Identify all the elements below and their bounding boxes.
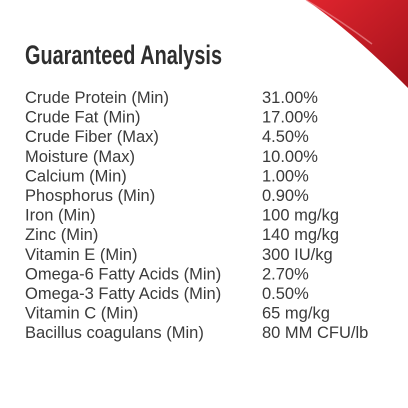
nutrient-value: 4.50% — [262, 128, 309, 146]
nutrient-value: 0.50% — [262, 285, 309, 303]
nutrient-value: 1.00% — [262, 167, 309, 185]
nutrient-name: Calcium (Min) — [25, 167, 127, 185]
nutrient-name: Omega-3 Fatty Acids (Min) — [25, 285, 221, 303]
nutrient-name: Crude Protein (Min) — [25, 89, 169, 107]
nutrient-name: Crude Fat (Min) — [25, 109, 141, 127]
nutrient-value: 300 IU/kg — [262, 246, 333, 264]
nutrient-name: Phosphorus (Min) — [25, 187, 155, 205]
nutrient-name: Crude Fiber (Max) — [25, 128, 159, 146]
nutrient-name: Bacillus coagulans (Min) — [25, 324, 204, 342]
nutrient-name: Moisture (Max) — [25, 148, 135, 166]
nutrient-name: Zinc (Min) — [25, 226, 98, 244]
nutrient-name: Vitamin E (Min) — [25, 246, 137, 264]
nutrient-value: 140 mg/kg — [262, 226, 339, 244]
decor-swoosh — [306, 0, 408, 88]
nutrient-value: 0.90% — [262, 187, 309, 205]
nutrient-value: 2.70% — [262, 265, 309, 283]
title: Guaranteed Analysis — [25, 40, 222, 70]
nutrient-value: 10.00% — [262, 148, 318, 166]
nutrient-name: Iron (Min) — [25, 207, 96, 225]
nutrient-value: 17.00% — [262, 109, 318, 127]
nutrient-value: 65 mg/kg — [262, 305, 330, 323]
nutrient-value: 80 MM CFU/lb — [262, 324, 368, 342]
nutrient-name: Vitamin C (Min) — [25, 305, 138, 323]
nutrient-value: 100 mg/kg — [262, 207, 339, 225]
analysis-table: Crude Protein (Min) 31.00% Crude Fat (Min)… — [25, 89, 368, 342]
nutrient-name: Omega-6 Fatty Acids (Min) — [25, 265, 221, 283]
nutrient-value: 31.00% — [262, 89, 318, 107]
decor-highlight — [305, 0, 373, 45]
